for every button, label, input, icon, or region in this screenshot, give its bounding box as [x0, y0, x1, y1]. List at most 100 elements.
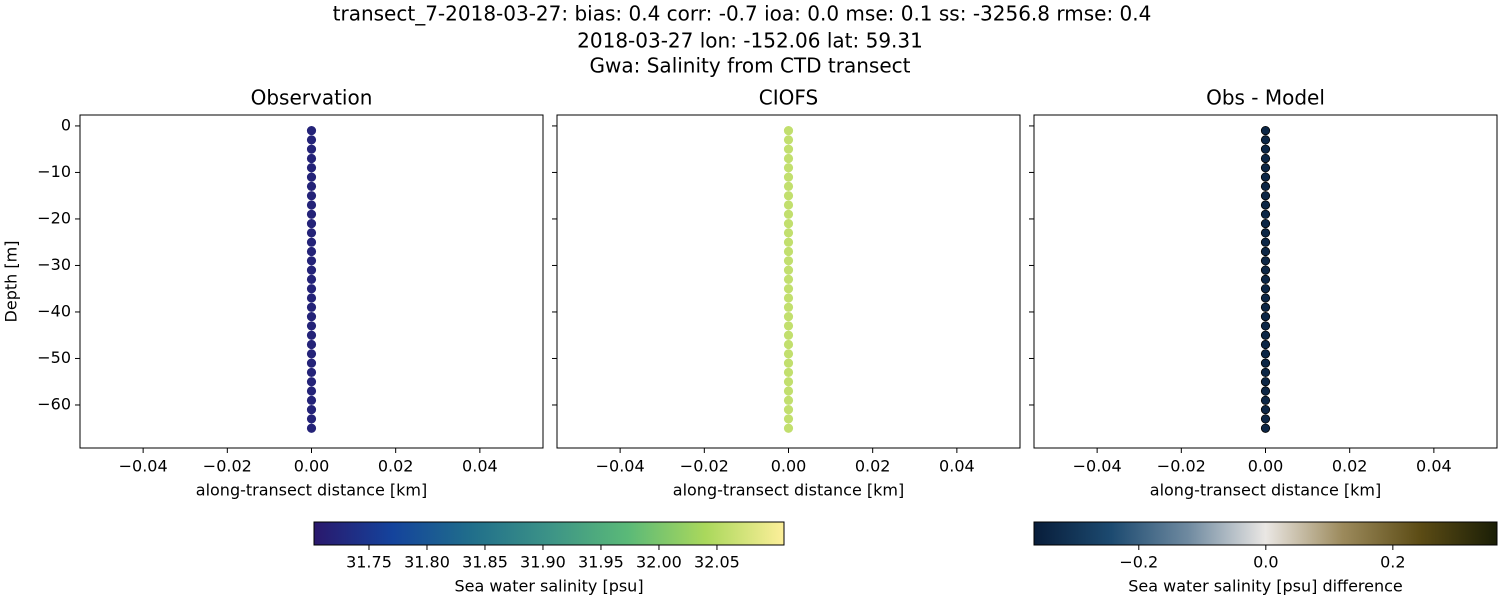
data-point — [1260, 414, 1271, 424]
data-point — [783, 135, 794, 145]
x-tick-label: 0.00 — [294, 457, 330, 476]
data-point — [306, 312, 317, 322]
data-point — [1260, 349, 1271, 359]
y-tick-label: −30 — [37, 255, 71, 274]
data-point — [783, 191, 794, 201]
data-point — [306, 274, 317, 285]
axes-title: CIOFS — [759, 86, 818, 110]
colorbar-tick-label: 31.85 — [462, 553, 508, 572]
suptitle: 2018-03-27 lon: -152.06 lat: 59.31 — [577, 29, 923, 53]
data-point — [1260, 153, 1271, 164]
data-point — [1260, 135, 1271, 145]
data-point — [783, 302, 794, 312]
data-point — [1260, 339, 1271, 350]
data-point — [1260, 405, 1271, 415]
data-point — [306, 395, 317, 405]
data-point — [1260, 293, 1271, 303]
data-point — [306, 293, 317, 303]
colorbar — [313, 521, 785, 546]
colorbar-tick-label: −0.2 — [1119, 553, 1158, 572]
data-point — [783, 172, 794, 182]
data-point — [783, 209, 794, 219]
data-point — [306, 209, 317, 219]
y-tick-label: 0 — [61, 115, 71, 134]
data-point — [306, 405, 317, 415]
data-point — [783, 163, 794, 173]
data-point — [1260, 330, 1271, 340]
data-point — [783, 256, 794, 266]
data-point — [783, 312, 794, 322]
colorbar-tick-label: 31.80 — [404, 553, 450, 572]
data-point — [783, 125, 794, 136]
data-point — [306, 144, 317, 154]
colorbar-tick-label: 0.2 — [1380, 553, 1405, 572]
data-point — [306, 265, 317, 275]
x-tick-label: −0.02 — [203, 457, 252, 476]
data-point — [1260, 358, 1271, 368]
data-point — [306, 377, 317, 387]
data-point — [306, 302, 317, 312]
x-tick-label: 0.04 — [462, 457, 498, 476]
data-point — [306, 237, 317, 247]
x-tick-label: 0.02 — [378, 457, 414, 476]
x-axis-label: along-transect distance [km] — [673, 481, 904, 500]
data-point — [1260, 367, 1271, 378]
suptitle: Gwa: Salinity from CTD transect — [590, 54, 911, 78]
data-point — [306, 172, 317, 182]
colorbar-tick-label: 31.75 — [346, 553, 392, 572]
data-point — [783, 246, 794, 257]
axes-title: Observation — [251, 86, 373, 110]
data-point — [306, 135, 317, 145]
x-tick-label: 0.00 — [1248, 457, 1284, 476]
x-tick-label: −0.02 — [1157, 457, 1206, 476]
data-point — [306, 153, 317, 164]
x-tick-label: 0.02 — [855, 457, 891, 476]
data-point — [306, 191, 317, 201]
data-point — [306, 200, 317, 210]
data-point — [783, 414, 794, 424]
colorbar-tick-label: 32.05 — [694, 553, 740, 572]
data-point — [1260, 246, 1271, 257]
x-tick-label: 0.00 — [771, 457, 807, 476]
data-point — [1260, 191, 1271, 201]
data-point — [783, 144, 794, 154]
data-point — [306, 349, 317, 359]
x-axis-label: along-transect distance [km] — [196, 481, 427, 500]
data-point — [783, 423, 794, 433]
data-point — [783, 293, 794, 303]
data-point — [1260, 423, 1271, 433]
colorbar — [1033, 521, 1498, 546]
data-point — [306, 358, 317, 368]
data-point — [306, 423, 317, 433]
data-point — [306, 228, 317, 238]
data-point — [783, 153, 794, 164]
data-point — [783, 367, 794, 378]
suptitle: transect_7-2018-03-27: bias: 0.4 corr: -… — [333, 2, 1152, 26]
data-point — [783, 265, 794, 275]
x-tick-label: −0.04 — [1073, 457, 1122, 476]
data-point — [1260, 321, 1271, 331]
data-point — [306, 414, 317, 424]
data-point — [306, 125, 317, 136]
data-point — [306, 181, 317, 191]
data-point — [783, 284, 794, 294]
data-point — [783, 377, 794, 387]
data-point — [783, 200, 794, 210]
data-point — [306, 339, 317, 350]
data-point — [783, 228, 794, 238]
data-point — [1260, 218, 1271, 229]
y-axis-label: Depth [m] — [2, 241, 21, 323]
x-tick-label: −0.02 — [680, 457, 729, 476]
y-tick-label: −20 — [37, 208, 71, 227]
y-tick-label: −60 — [37, 394, 71, 413]
data-point — [1260, 228, 1271, 238]
data-point — [1260, 302, 1271, 312]
colorbar-tick-label: 31.90 — [520, 553, 566, 572]
data-point — [783, 358, 794, 368]
data-point — [1260, 386, 1271, 396]
data-point — [306, 330, 317, 340]
data-point — [1260, 274, 1271, 285]
data-point — [1260, 256, 1271, 266]
data-point — [306, 256, 317, 266]
